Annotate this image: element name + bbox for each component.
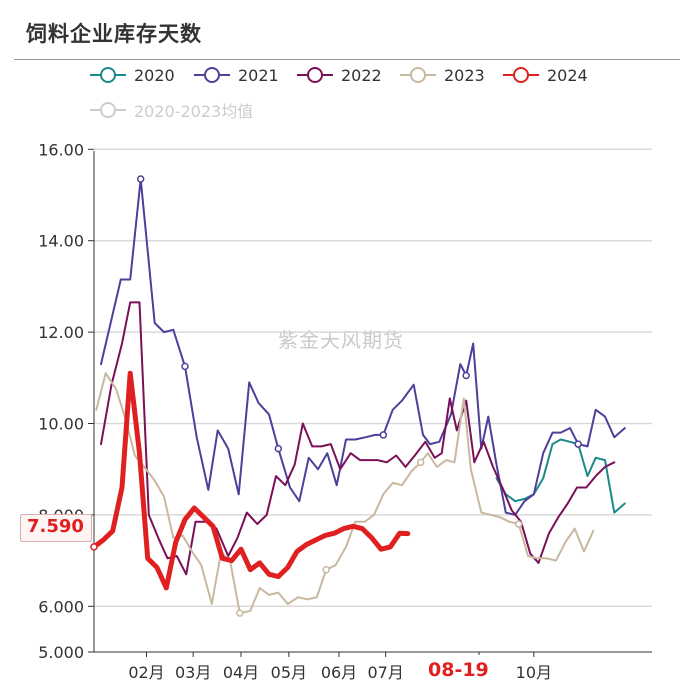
series-line-2020 <box>495 438 626 514</box>
x-tick-label: 10月 <box>516 663 552 682</box>
x-tick-label: 06月 <box>321 663 357 682</box>
legend-line-circle-icon <box>503 67 539 83</box>
series-line-2024 <box>91 370 411 591</box>
legend-label: 2021 <box>238 65 279 85</box>
legend-item-2020[interactable]: 2020 <box>88 64 175 86</box>
chart-title: 饲料企业库存天数 <box>26 22 202 46</box>
data-point-2021 <box>274 444 283 453</box>
data-point-2023 <box>416 458 425 467</box>
data-point-2021 <box>181 362 189 371</box>
x-tick-label: 04月 <box>223 663 259 682</box>
title-divider <box>14 59 680 60</box>
last-value-callout <box>20 514 92 542</box>
y-tick-label: 6.000 <box>38 597 84 616</box>
series-line-2022 <box>100 301 616 576</box>
x-tick-label: 05月 <box>271 663 307 682</box>
legend-label: 2020-2023均值 <box>134 102 254 121</box>
y-tick-label: 12.00 <box>38 323 84 342</box>
legend-item-2021[interactable]: 2021 <box>192 64 279 86</box>
data-point-2023 <box>514 520 523 528</box>
legend-item-2020-2023-average[interactable]: 2020-2023均值 <box>88 99 253 121</box>
y-tick-label: 5.000 <box>38 643 84 662</box>
legend-line-circle-icon <box>90 67 126 83</box>
x-tick-label: 03月 <box>175 663 211 682</box>
data-point-2023 <box>322 565 330 574</box>
legend-label: 2020 <box>134 65 175 85</box>
legend-line-circle-icon <box>400 67 436 83</box>
data-point-2021 <box>574 440 582 448</box>
legend-item-2023[interactable]: 2023 <box>398 64 485 86</box>
axes <box>88 148 652 657</box>
date-callout-label: 08-19 <box>428 659 489 681</box>
date-callout <box>420 655 502 685</box>
data-point-2024 <box>90 543 98 551</box>
x-tick-label: 07月 <box>367 663 403 682</box>
x-tick-label: 02月 <box>128 663 164 682</box>
legend-item-2022[interactable]: 2022 <box>295 64 382 86</box>
series-line-2023 <box>95 372 595 615</box>
data-point-2023 <box>236 609 244 617</box>
legend-line-circle-icon <box>297 67 333 83</box>
y-tick-label: 16.00 <box>38 140 84 159</box>
legend-item-2024[interactable]: 2024 <box>501 64 588 86</box>
legend-label: 2024 <box>547 65 588 85</box>
legend-line-circle-icon <box>194 67 230 83</box>
legend-label: 2022 <box>341 65 382 85</box>
last-value-label: 7.590 <box>27 516 84 537</box>
x-axis-tick-labels: 02月03月04月05月06月07月09月10月 <box>128 663 552 682</box>
legend-line-circle-icon <box>90 102 126 118</box>
y-tick-label: 10.00 <box>38 415 84 434</box>
data-point-2021 <box>379 431 388 439</box>
y-tick-label: 14.00 <box>38 232 84 251</box>
series-lines <box>90 175 626 617</box>
legend-label: 2023 <box>444 65 485 85</box>
data-point-2021 <box>136 175 145 183</box>
data-point-2021 <box>462 371 470 380</box>
